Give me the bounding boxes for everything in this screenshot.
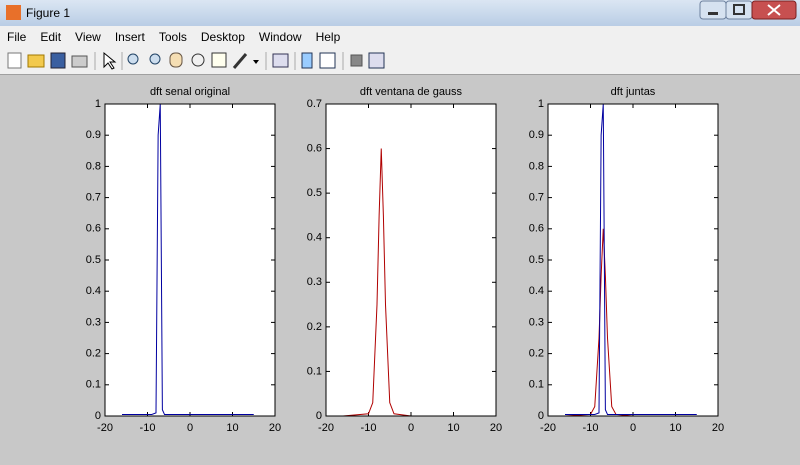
rotate-icon[interactable] [191, 53, 205, 67]
pointer-icon[interactable] [103, 51, 117, 70]
menu-item[interactable]: Help [315, 30, 341, 44]
y-tick-label: 0.3 [86, 316, 101, 328]
menu-item[interactable]: File [7, 30, 27, 44]
data-line [565, 103, 697, 415]
y-tick-label: 0.5 [86, 254, 101, 266]
y-tick-label: 0.9 [529, 129, 544, 141]
menu-item[interactable]: Insert [114, 30, 145, 44]
y-tick-label: 0.6 [86, 223, 101, 235]
axes-background [548, 104, 718, 416]
x-tick-label: 0 [187, 422, 193, 434]
menu-item[interactable]: Tools [158, 30, 187, 44]
x-tick-label: 10 [226, 422, 238, 434]
y-tick-label: 0 [538, 410, 544, 422]
y-tick-label: 0.1 [86, 379, 101, 391]
data-line [122, 103, 254, 415]
x-tick-label: -20 [318, 422, 334, 434]
y-tick-label: 0.2 [307, 321, 322, 333]
x-tick-label: 10 [669, 422, 681, 434]
minimize-button[interactable] [699, 0, 727, 20]
window-title: Figure 1 [26, 6, 71, 20]
menu-bar: File Edit View Insert Tools Desktop Window Help [0, 26, 800, 48]
y-tick-label: 0.7 [86, 192, 101, 204]
dropdown-icon[interactable] [253, 60, 259, 64]
y-tick-label: 0.3 [307, 276, 322, 288]
title-bar: Figure 1 [0, 0, 800, 26]
chart-title: dft juntas [611, 86, 656, 98]
save-icon[interactable] [50, 52, 66, 69]
y-tick-label: 0.7 [307, 98, 322, 110]
toolbar-icons [7, 51, 385, 70]
x-tick-label: -10 [361, 422, 377, 434]
colorbar-icon[interactable] [301, 52, 313, 69]
y-tick-label: 0 [95, 410, 101, 422]
show-tools-icon[interactable] [368, 52, 385, 69]
y-tick-label: 0.9 [86, 129, 101, 141]
menu-item[interactable]: Window [258, 30, 302, 44]
x-tick-label: 10 [447, 422, 459, 434]
x-tick-label: -10 [140, 422, 156, 434]
figure-canvas: dft senal original 0 0.1 0.2 0.3 0.4 0.5 0.6 0.7… [86, 86, 724, 434]
chart-title: dft ventana de gauss [360, 86, 463, 98]
pan-icon[interactable] [169, 52, 183, 68]
zoom-in-icon[interactable] [127, 53, 139, 65]
y-tick-label: 0.3 [529, 316, 544, 328]
y-tick-label: 0.5 [307, 187, 322, 199]
y-tick-label: 0.7 [529, 192, 544, 204]
x-tick-label: 20 [269, 422, 281, 434]
brush-icon[interactable] [232, 53, 248, 69]
title-bar-graphics [6, 0, 797, 20]
legend-icon[interactable] [319, 52, 336, 69]
menu-item[interactable]: Desktop [200, 30, 245, 44]
menu-item[interactable]: View [75, 30, 101, 44]
x-tick-label: 20 [712, 422, 724, 434]
x-tick-label: -20 [540, 422, 556, 434]
y-tick-label: 0 [316, 410, 322, 422]
axes-box [104, 103, 276, 417]
y-tick-label: 0.1 [307, 365, 322, 377]
y-tick-label: 0.4 [86, 285, 101, 297]
y-tick-label: 0.6 [307, 142, 322, 154]
y-tick-label: 0.2 [86, 348, 101, 360]
minimize-glyph [708, 12, 718, 15]
x-tick-label: 0 [630, 422, 636, 434]
close-glyph [767, 4, 781, 16]
menu-item[interactable]: Edit [40, 30, 62, 44]
axes-background [326, 104, 496, 416]
y-tick-label: 0.8 [86, 160, 101, 172]
maximize-button[interactable] [725, 0, 753, 20]
maximize-glyph [733, 4, 745, 15]
print-icon[interactable] [71, 55, 88, 68]
y-tick-label: 0.8 [529, 160, 544, 172]
datacursor-icon[interactable] [211, 52, 227, 68]
x-tick-label: -20 [97, 422, 113, 434]
y-tick-label: 0.1 [529, 379, 544, 391]
x-tick-label: 20 [490, 422, 502, 434]
y-tick-label: 0.4 [307, 232, 322, 244]
y-tick-label: 1 [538, 98, 544, 110]
data-line [342, 148, 475, 417]
y-tick-label: 1 [95, 98, 101, 110]
link-icon[interactable] [272, 53, 289, 68]
y-tick-label: 0.5 [529, 254, 544, 266]
new-icon[interactable] [7, 52, 22, 69]
toolbar [0, 48, 800, 75]
axes-box [325, 103, 497, 417]
axes-background [105, 104, 275, 416]
open-icon[interactable] [27, 54, 45, 68]
y-tick-label: 0.6 [529, 223, 544, 235]
hide-tools-icon[interactable] [350, 54, 363, 67]
axes-box [547, 103, 719, 417]
y-tick-label: 0.4 [529, 285, 544, 297]
y-tick-label: 0.2 [529, 348, 544, 360]
x-tick-label: 0 [408, 422, 414, 434]
zoom-out-icon[interactable] [149, 53, 161, 65]
app-icon [6, 5, 21, 20]
chart-title: dft senal original [150, 86, 230, 98]
x-tick-label: -10 [583, 422, 599, 434]
